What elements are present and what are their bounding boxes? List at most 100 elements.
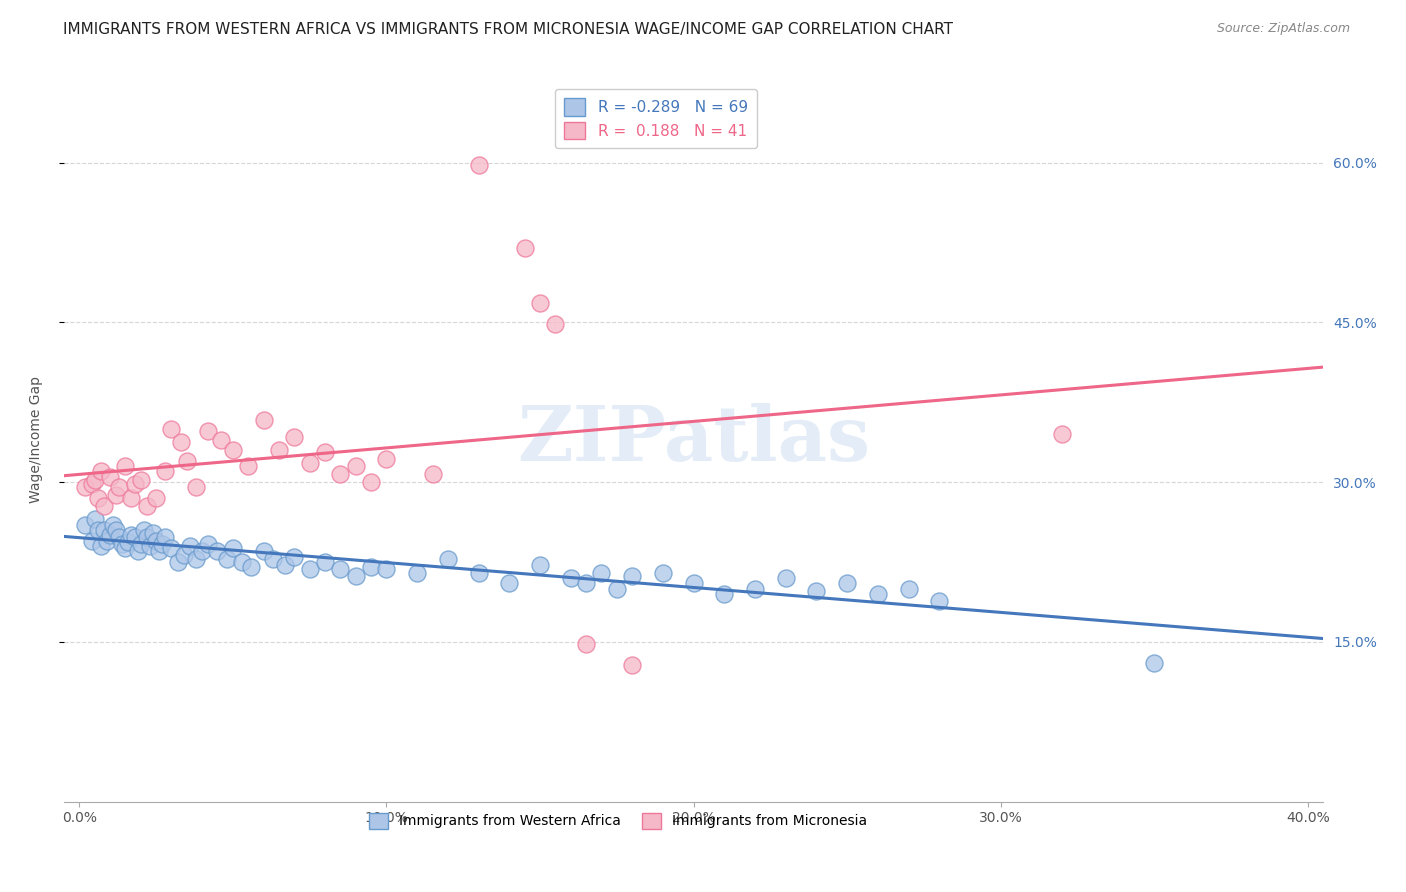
Point <box>866 587 889 601</box>
Point <box>166 555 188 569</box>
Point <box>142 526 165 541</box>
Point <box>150 537 173 551</box>
Point <box>114 541 136 555</box>
Point <box>344 459 367 474</box>
Point <box>86 491 108 505</box>
Point <box>90 539 112 553</box>
Point <box>283 430 305 444</box>
Point <box>267 443 290 458</box>
Point <box>283 549 305 564</box>
Point <box>105 488 128 502</box>
Point <box>231 555 253 569</box>
Point <box>928 594 950 608</box>
Point <box>98 470 121 484</box>
Point <box>124 477 146 491</box>
Point <box>375 562 398 576</box>
Point <box>375 451 398 466</box>
Point <box>621 658 644 673</box>
Point <box>651 566 673 580</box>
Point <box>575 576 598 591</box>
Point <box>176 454 198 468</box>
Y-axis label: Wage/Income Gap: Wage/Income Gap <box>30 376 44 503</box>
Point <box>197 424 219 438</box>
Point <box>135 499 157 513</box>
Point <box>360 560 382 574</box>
Point <box>437 551 460 566</box>
Point <box>179 539 201 553</box>
Point <box>135 531 157 545</box>
Point <box>121 491 143 505</box>
Point <box>197 537 219 551</box>
Point <box>298 456 321 470</box>
Point <box>591 566 613 580</box>
Point <box>422 467 444 481</box>
Point <box>108 531 131 545</box>
Text: IMMIGRANTS FROM WESTERN AFRICA VS IMMIGRANTS FROM MICRONESIA WAGE/INCOME GAP COR: IMMIGRANTS FROM WESTERN AFRICA VS IMMIGR… <box>63 22 953 37</box>
Point <box>252 413 274 427</box>
Point <box>145 491 167 505</box>
Point <box>160 422 183 436</box>
Point <box>744 582 766 596</box>
Point <box>98 528 121 542</box>
Point <box>105 523 128 537</box>
Point <box>222 443 245 458</box>
Point <box>108 480 131 494</box>
Point <box>184 551 207 566</box>
Point <box>344 569 367 583</box>
Point <box>314 445 336 459</box>
Point <box>101 517 124 532</box>
Point <box>513 241 536 255</box>
Point <box>1143 656 1166 670</box>
Text: Source: ZipAtlas.com: Source: ZipAtlas.com <box>1216 22 1350 36</box>
Point <box>498 576 520 591</box>
Point <box>544 318 567 332</box>
Point <box>75 517 97 532</box>
Point <box>406 566 429 580</box>
Point <box>240 560 263 574</box>
Point <box>606 582 628 596</box>
Point <box>837 576 859 591</box>
Point <box>529 558 551 573</box>
Point <box>298 562 321 576</box>
Point <box>806 583 828 598</box>
Point <box>155 465 177 479</box>
Point <box>897 582 920 596</box>
Point <box>93 523 115 537</box>
Point <box>83 473 105 487</box>
Point <box>775 571 797 585</box>
Point <box>621 569 644 583</box>
Point <box>262 551 284 566</box>
Point <box>238 459 260 474</box>
Text: ZIPatlas: ZIPatlas <box>517 402 870 476</box>
Point <box>713 587 735 601</box>
Point <box>90 465 112 479</box>
Point <box>529 296 551 310</box>
Point <box>117 534 139 549</box>
Point <box>467 566 489 580</box>
Legend: Immigrants from Western Africa, Immigrants from Micronesia: Immigrants from Western Africa, Immigran… <box>363 807 873 834</box>
Point <box>96 533 118 548</box>
Point <box>145 533 167 548</box>
Point <box>124 531 146 545</box>
Point <box>114 459 136 474</box>
Point <box>121 528 143 542</box>
Point <box>160 541 183 555</box>
Point <box>129 473 152 487</box>
Point <box>467 158 489 172</box>
Point <box>191 544 214 558</box>
Point <box>86 523 108 537</box>
Point <box>127 544 149 558</box>
Point <box>169 434 191 449</box>
Point <box>111 537 134 551</box>
Point <box>139 539 162 553</box>
Point <box>209 433 232 447</box>
Point <box>329 467 352 481</box>
Point <box>215 551 238 566</box>
Point <box>132 523 155 537</box>
Point <box>575 637 598 651</box>
Point <box>155 531 177 545</box>
Point <box>75 480 97 494</box>
Point <box>360 475 382 489</box>
Point <box>560 571 582 585</box>
Point <box>148 544 170 558</box>
